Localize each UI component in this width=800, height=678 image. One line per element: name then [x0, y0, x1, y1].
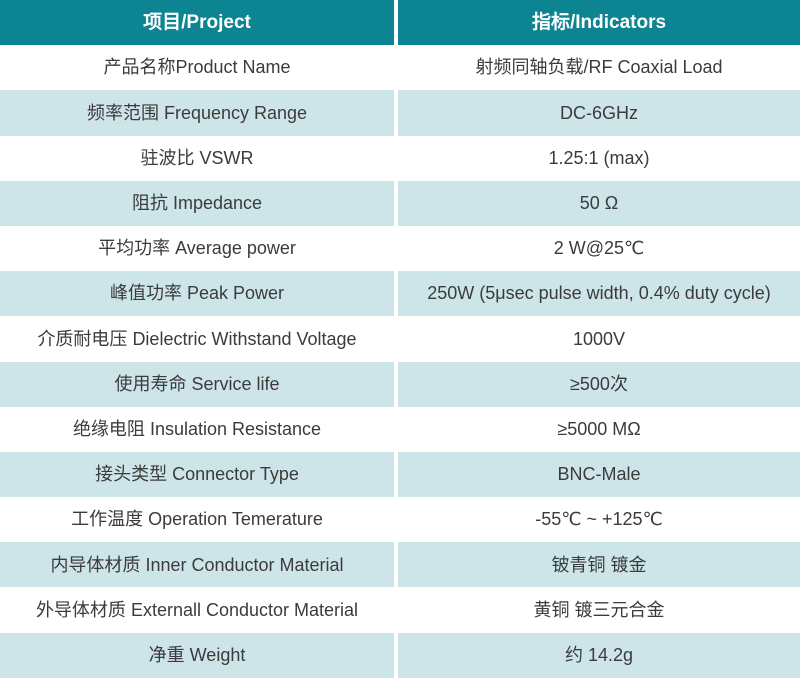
table-row: 净重 Weight 约 14.2g	[0, 632, 800, 678]
project-cell: 驻波比 VSWR	[0, 135, 394, 181]
project-cell: 外导体材质 Externall Conductor Material	[0, 587, 394, 633]
indicator-cell: 1000V	[398, 316, 800, 362]
project-cell: 产品名称Product Name	[0, 45, 394, 91]
indicator-cell: ≥5000 MΩ	[398, 406, 800, 452]
indicator-cell: 250W (5μsec pulse width, 0.4% duty cycle…	[398, 271, 800, 317]
header-indicators: 指标/Indicators	[398, 0, 800, 46]
indicator-cell: ≥500次	[398, 361, 800, 407]
project-cell: 使用寿命 Service life	[0, 361, 394, 407]
table-row: 工作温度 Operation Temerature -55℃ ~ +125℃	[0, 497, 800, 543]
project-cell: 介质耐电压 Dielectric Withstand Voltage	[0, 316, 394, 362]
table-row: 接头类型 Connector Type BNC-Male	[0, 451, 800, 498]
table-row: 驻波比 VSWR 1.25:1 (max)	[0, 135, 800, 181]
project-cell: 净重 Weight	[0, 632, 394, 678]
indicator-cell: 1.25:1 (max)	[398, 135, 800, 181]
indicator-cell: 50 Ω	[398, 180, 800, 226]
project-cell: 频率范围 Frequency Range	[0, 90, 394, 136]
table-row: 介质耐电压 Dielectric Withstand Voltage 1000V	[0, 316, 800, 362]
indicator-cell: 射频同轴负载/RF Coaxial Load	[398, 45, 800, 91]
indicator-cell: 约 14.2g	[398, 632, 800, 678]
table-row: 频率范围 Frequency Range DC-6GHz	[0, 90, 800, 136]
indicator-cell: 2 W@25℃	[398, 225, 800, 272]
indicator-cell: BNC-Male	[398, 451, 800, 498]
indicator-cell: -55℃ ~ +125℃	[398, 497, 800, 543]
indicator-cell: 铍青铜 镀金	[398, 542, 800, 588]
table-row: 产品名称Product Name 射频同轴负载/RF Coaxial Load	[0, 45, 800, 91]
table-row: 平均功率 Average power 2 W@25℃	[0, 225, 800, 272]
table-row: 峰值功率 Peak Power 250W (5μsec pulse width,…	[0, 271, 800, 317]
table-row: 绝缘电阻 Insulation Resistance ≥5000 MΩ	[0, 406, 800, 452]
project-cell: 接头类型 Connector Type	[0, 451, 394, 498]
project-cell: 内导体材质 Inner Conductor Material	[0, 542, 394, 588]
table-row: 使用寿命 Service life ≥500次	[0, 361, 800, 407]
table-row: 内导体材质 Inner Conductor Material 铍青铜 镀金	[0, 542, 800, 588]
project-cell: 工作温度 Operation Temerature	[0, 497, 394, 543]
project-cell: 峰值功率 Peak Power	[0, 271, 394, 317]
table-header-row: 项目/Project 指标/Indicators	[0, 0, 800, 46]
project-cell: 阻抗 Impedance	[0, 180, 394, 226]
table-row: 外导体材质 Externall Conductor Material 黄铜 镀三…	[0, 587, 800, 633]
project-cell: 平均功率 Average power	[0, 225, 394, 272]
project-cell: 绝缘电阻 Insulation Resistance	[0, 406, 394, 452]
indicator-cell: 黄铜 镀三元合金	[398, 587, 800, 633]
header-project: 项目/Project	[0, 0, 394, 46]
table-row: 阻抗 Impedance 50 Ω	[0, 180, 800, 226]
indicator-cell: DC-6GHz	[398, 90, 800, 136]
